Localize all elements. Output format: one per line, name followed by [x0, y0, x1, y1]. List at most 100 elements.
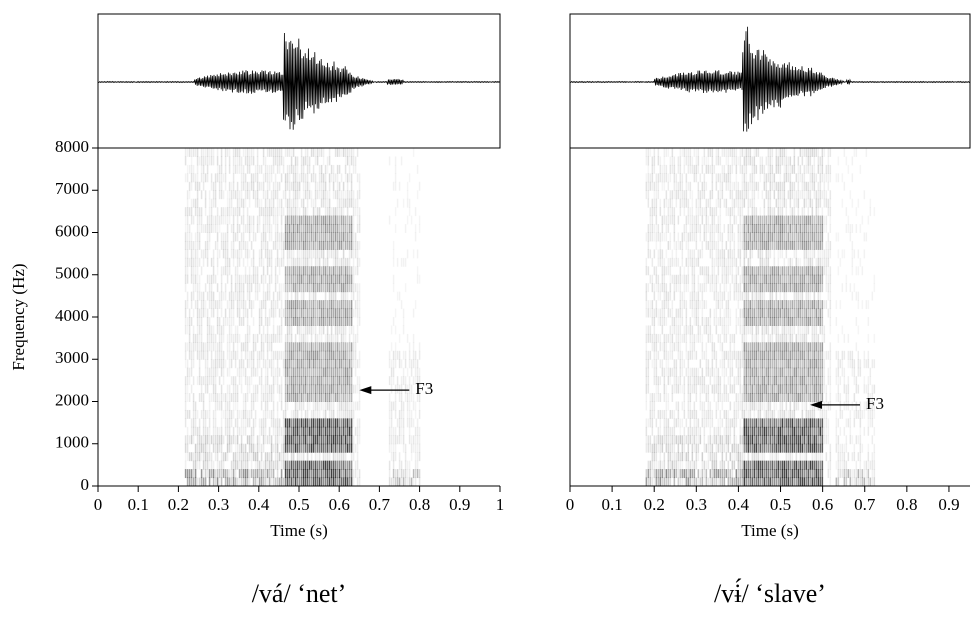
spectrogram-cell [294, 224, 297, 233]
spectrogram-cell [310, 443, 313, 453]
spectrogram-cell [344, 393, 347, 402]
spectrogram-cell [689, 393, 692, 402]
spectrogram-cell [240, 274, 243, 284]
spectrogram-cell [388, 393, 391, 402]
spectrogram-cell [400, 156, 403, 166]
spectrogram-cell [226, 333, 229, 343]
spectrogram-cell [276, 443, 279, 453]
spectrogram-cell [324, 393, 327, 402]
spectrogram-cell [296, 207, 299, 217]
spectrogram-cell [739, 469, 742, 479]
spectrogram-cell [316, 317, 319, 326]
spectrogram-cell [264, 435, 267, 445]
spectrogram-cell [775, 477, 778, 487]
spectrogram-cell [673, 156, 676, 166]
spectrogram-cell [242, 460, 245, 470]
spectrogram-cell [777, 460, 780, 470]
spectrogram-cell [290, 198, 293, 208]
spectrogram-cell [673, 224, 676, 233]
spectrogram-cell [715, 443, 718, 453]
spectrogram-cell [192, 240, 195, 250]
spectrogram-cell [190, 266, 193, 276]
spectrogram-cell [763, 215, 766, 225]
spectrogram-cell [222, 190, 225, 200]
spectrogram-cell [204, 384, 207, 394]
spectrogram-cell [308, 359, 311, 369]
spectrogram-cell [216, 164, 219, 174]
spectrogram-cell [657, 477, 660, 487]
spectrogram-cell [262, 325, 265, 335]
spectrogram-cell [745, 443, 748, 453]
spectrogram-cell [284, 215, 287, 225]
spectrogram-cell [308, 426, 311, 436]
spectrogram-cell [763, 181, 766, 191]
spectrogram-cell [673, 469, 676, 479]
spectrogram-cell [653, 164, 656, 174]
spectrogram-cell [274, 181, 277, 191]
spectrogram-cell [669, 426, 672, 436]
spectrogram-cell [402, 325, 405, 335]
spectrogram-cell [260, 342, 263, 352]
spectrogram-cell [234, 207, 237, 217]
spectrogram-cell [322, 477, 325, 487]
spectrogram-cell [338, 367, 341, 377]
spectrogram-cell [300, 224, 303, 233]
spectrogram-cell [276, 291, 279, 301]
spectrogram-cell [336, 469, 339, 479]
spectrogram-cell [410, 393, 413, 402]
spectrogram-cell [320, 393, 323, 402]
spectrogram-cell [252, 426, 255, 436]
spectrogram-cell [324, 333, 327, 343]
spectrogram-cell [394, 224, 397, 233]
spectrogram-cell [773, 376, 776, 386]
spectrogram-cell [356, 198, 359, 208]
spectrogram-cell [314, 240, 317, 250]
spectrogram-cell [653, 283, 656, 293]
spectrogram-cell [192, 266, 195, 276]
spectrogram-cell [200, 384, 203, 394]
spectrogram-cell [238, 207, 241, 217]
spectrogram-cell [206, 274, 209, 284]
spectrogram-cell [192, 342, 195, 352]
spectrogram-cell [747, 359, 750, 369]
spectrogram-cell [354, 469, 357, 479]
spectrogram-cell [252, 274, 255, 284]
spectrogram-cell [222, 359, 225, 369]
spectrogram-cell [697, 426, 700, 436]
spectrogram-cell [248, 359, 251, 369]
spectrogram-cell [300, 249, 303, 259]
spectrogram-cell [346, 291, 349, 301]
spectrogram-cell [190, 435, 193, 445]
spectrogram-cell [358, 477, 361, 487]
spectrogram-cell [699, 283, 702, 293]
spectrogram-cell [703, 418, 706, 428]
spectrogram-cell [723, 266, 726, 276]
spectrogram-cell [693, 291, 696, 301]
spectrogram-cell [276, 224, 279, 233]
spectrogram-cell [721, 359, 724, 369]
spectrogram-cell [739, 308, 742, 318]
spectrogram-cell [198, 359, 201, 369]
spectrogram-cell [697, 257, 700, 267]
spectrogram-cell [713, 367, 716, 377]
spectrogram-cell [308, 190, 311, 200]
spectrogram-cell [334, 393, 337, 402]
spectrogram-cell [356, 300, 359, 310]
spectrogram-cell [741, 164, 744, 174]
spectrogram-cell [274, 215, 277, 225]
spectrogram-cell [763, 224, 766, 233]
spectrogram-cell [328, 308, 331, 318]
spectrogram-cell [322, 426, 325, 436]
spectrogram-cell [657, 460, 660, 470]
spectrogram-cell [302, 384, 305, 394]
spectrogram-cell [284, 198, 287, 208]
spectrogram-cell [322, 393, 325, 402]
spectrogram-cell [238, 240, 241, 250]
spectrogram-cell [202, 308, 205, 318]
spectrogram-cell [242, 198, 245, 208]
spectrogram-cell [214, 240, 217, 250]
spectrogram-cell [737, 300, 740, 310]
spectrogram-cell [330, 367, 333, 377]
spectrogram-cell [412, 418, 415, 428]
spectrogram-cell [296, 409, 299, 419]
